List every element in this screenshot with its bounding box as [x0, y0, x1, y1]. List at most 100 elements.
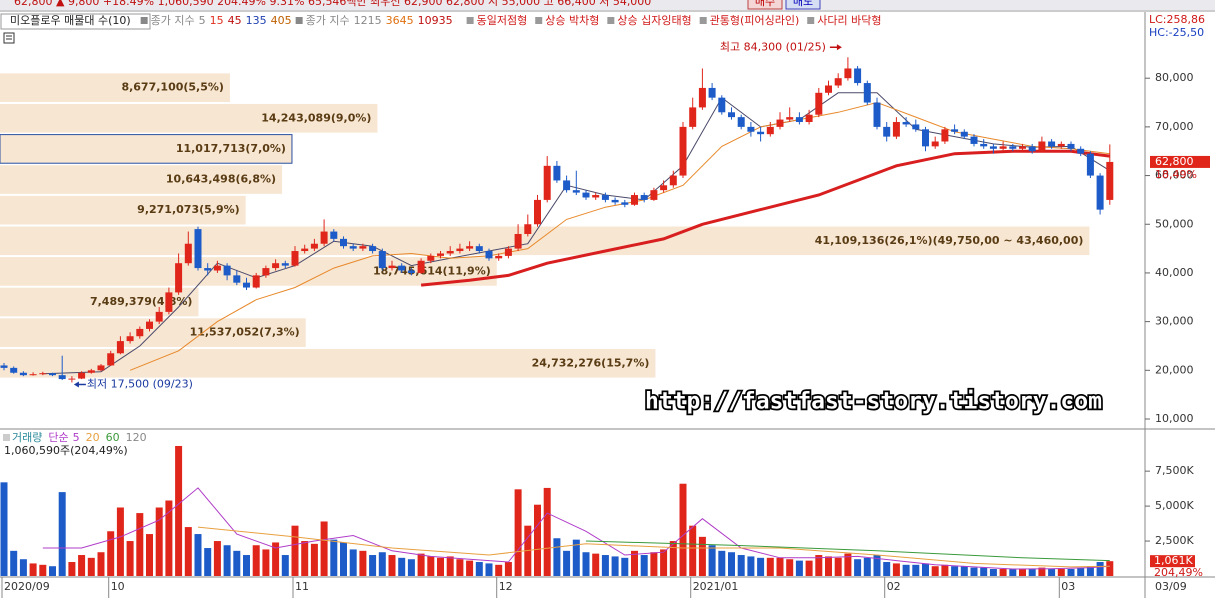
annotation: 최저 17,500 (09/23): [87, 377, 193, 390]
candle-body: [980, 143, 988, 147]
volume-bar: [553, 538, 561, 576]
candle-body: [126, 336, 134, 342]
x-tick-label: 2021/01: [693, 580, 739, 593]
candle-body: [175, 263, 183, 293]
sell-button[interactable]: [785, 0, 821, 10]
candle-body: [194, 229, 202, 269]
volume-bar: [39, 564, 47, 576]
candle-body: [378, 251, 386, 269]
candle-body: [446, 251, 454, 254]
candle-body: [87, 370, 95, 373]
volume-bar: [58, 492, 66, 576]
candle-body: [825, 85, 832, 93]
volume-bar: [747, 556, 755, 576]
candle-body: [146, 321, 153, 329]
candle-body: [873, 102, 881, 127]
candle-body: [495, 255, 503, 259]
candle-body: [960, 131, 968, 137]
candle-body: [1057, 143, 1065, 147]
candle-body: [737, 117, 745, 127]
sell-label[interactable]: 매도: [793, 0, 813, 8]
y-tick-label: 80,000: [1155, 71, 1194, 84]
legend-text: 종가 지수: [151, 14, 195, 27]
volume-bar: [1096, 562, 1104, 576]
buy-label[interactable]: 매수: [755, 0, 775, 8]
candle-body: [621, 202, 629, 205]
candle-body: [941, 129, 949, 142]
legend-text: 1215: [354, 14, 382, 27]
volume-average: [585, 540, 1110, 562]
volume-bar: [1077, 567, 1085, 576]
volume-bar: [175, 445, 183, 576]
candle-body: [592, 195, 600, 198]
candle-body: [456, 248, 464, 252]
x-tick-label: 11: [295, 580, 309, 593]
volume-bar: [1009, 569, 1017, 576]
candle-body: [563, 180, 571, 191]
candle-body: [689, 107, 697, 127]
candle-body: [514, 233, 522, 249]
legend-swatch: [140, 17, 148, 24]
y-tick-label: 50,000: [1155, 217, 1194, 230]
volume-bar: [223, 545, 231, 576]
legend-swatch: [295, 17, 303, 24]
candle-body: [116, 341, 124, 354]
volume-profile-bar: [0, 226, 1090, 256]
volume-bar: [475, 562, 483, 576]
x-tick-label: 2020/09: [4, 580, 50, 593]
buy-button[interactable]: [747, 0, 783, 10]
volume-bar: [951, 566, 959, 576]
legend-text: 5: [73, 431, 80, 444]
menu-icon[interactable]: [3, 32, 15, 44]
volume-bar: [582, 552, 590, 576]
volume-bar: [960, 566, 968, 576]
volume-profile-bar: [0, 287, 199, 317]
candle-body: [951, 129, 959, 132]
watermark: http://fastfast-story.tistory.com: [645, 389, 1102, 415]
legend-text: 10935: [418, 14, 453, 27]
volume-average: [197, 526, 1110, 568]
volume-bar: [272, 542, 280, 576]
volume-bar: [698, 536, 706, 576]
volume-bar: [776, 557, 784, 576]
volume-bar: [1048, 569, 1056, 576]
volume-bar: [330, 539, 338, 576]
volume-bar: [873, 555, 881, 576]
candle-body: [184, 243, 192, 264]
legend-text: 3645: [386, 14, 414, 27]
volume-bar: [737, 555, 745, 576]
volume-bar: [999, 569, 1007, 576]
volume-bar: [281, 555, 289, 576]
volume-bar: [466, 560, 474, 576]
candle-body: [572, 190, 580, 193]
volume-profile-label: 41,109,136(26,1%)(49,750,00 ~ 43,460,00): [815, 234, 1084, 247]
change-label: 18,49%: [1155, 168, 1197, 181]
candle-body: [718, 97, 726, 113]
indicator-box[interactable]: [0, 13, 151, 30]
volume-profile-label: 24,732,276(15,7%): [532, 356, 650, 369]
candle-body: [883, 126, 891, 137]
volume-profile-label: 14,243,089(9,0%): [261, 111, 371, 124]
candle-body: [543, 165, 551, 200]
volume-bar: [68, 562, 76, 576]
legend-text: 동일저점형: [477, 13, 528, 27]
candle-body: [49, 373, 56, 376]
volume-bar: [213, 541, 221, 576]
legend-text: 관통형(피어싱라인): [710, 14, 800, 27]
candle-body: [0, 365, 8, 368]
legend-text: 상승 박차형: [545, 14, 599, 27]
annotation: 최고 84,300 (01/25): [720, 40, 826, 53]
volume-bar: [883, 562, 891, 576]
volume-bar: [728, 552, 735, 576]
candle-body: [786, 117, 794, 120]
legend-text: 405: [271, 14, 292, 27]
candle-body: [320, 231, 328, 244]
volume-bar: [563, 550, 571, 576]
candle-body: [10, 367, 18, 373]
volume-bar: [689, 525, 697, 576]
volume-bar: [534, 504, 541, 576]
legend-text: 5: [199, 14, 206, 27]
candle-body: [427, 255, 435, 261]
candle-body: [272, 263, 280, 269]
